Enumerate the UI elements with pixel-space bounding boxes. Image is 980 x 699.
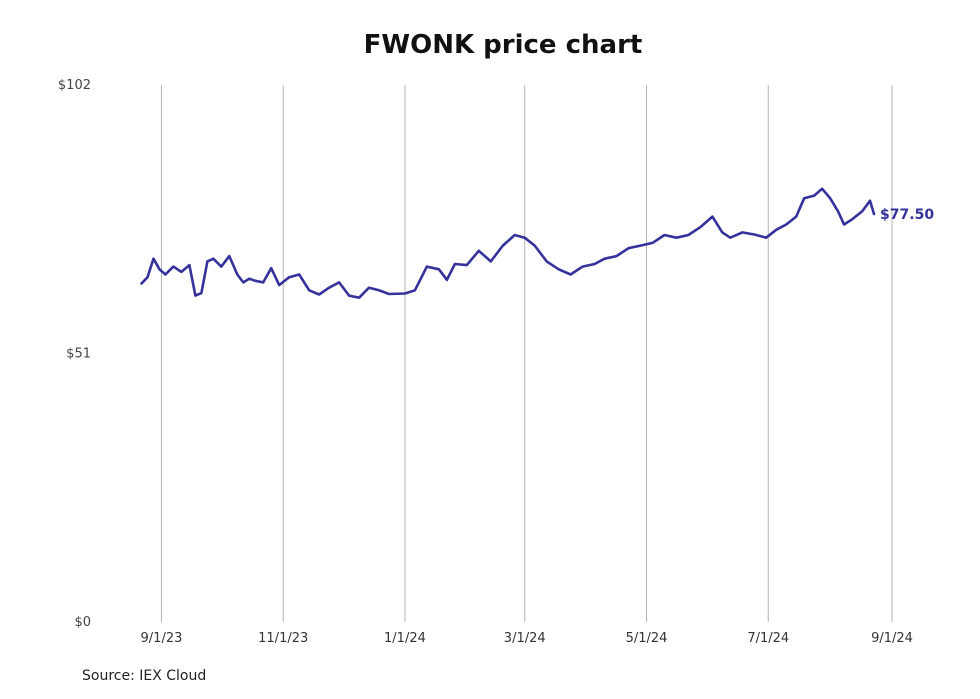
price-line [140, 187, 876, 299]
y-tick-label: $0 [74, 615, 91, 630]
y-tick-label: $51 [66, 347, 91, 362]
x-tick-label: 1/1/24 [384, 631, 426, 646]
x-tick-label: 7/1/24 [747, 631, 789, 646]
x-tick-label: 9/1/23 [141, 631, 183, 646]
y-axis-ticks: $0 $51 $102 [58, 78, 91, 630]
chart-title: FWONK price chart [363, 30, 643, 60]
gridlines [160, 85, 893, 622]
x-tick-label: 9/1/24 [871, 631, 913, 646]
y-tick-label: $102 [58, 78, 91, 93]
last-price-label: $77.50 [880, 207, 934, 223]
source-note: Source: IEX Cloud [82, 668, 207, 684]
x-tick-label: 3/1/24 [504, 631, 546, 646]
series-group [140, 187, 876, 299]
x-axis-ticks: 9/1/23 11/1/23 1/1/24 3/1/24 5/1/24 7/1/24 9/1… [141, 631, 913, 646]
x-tick-label: 11/1/23 [258, 631, 308, 646]
x-tick-label: 5/1/24 [626, 631, 668, 646]
